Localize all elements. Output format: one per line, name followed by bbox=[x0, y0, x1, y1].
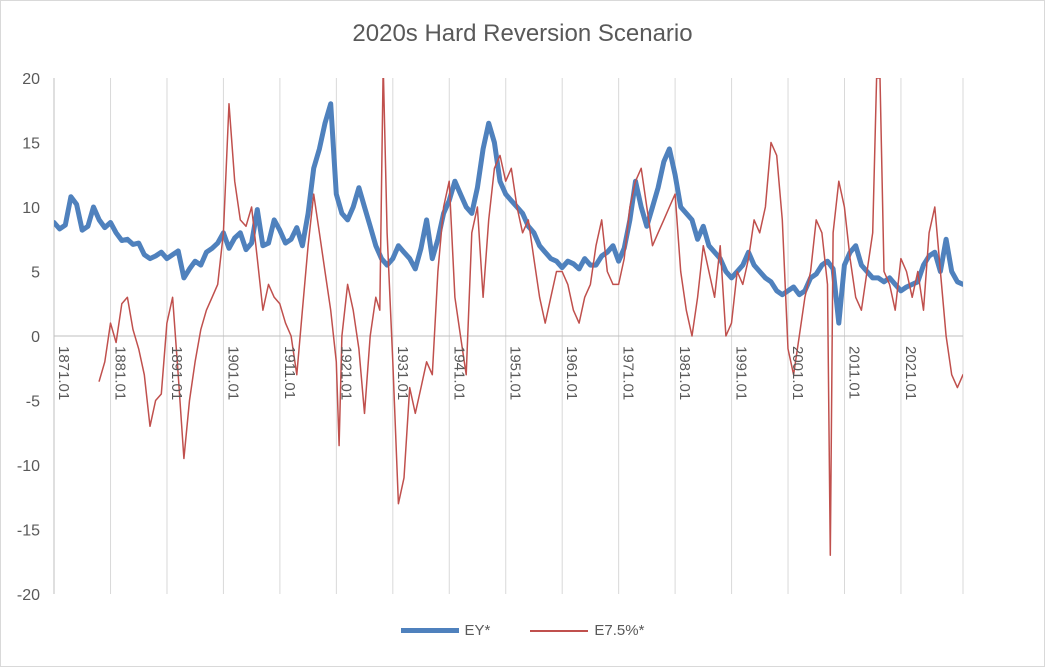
legend-swatch-ey bbox=[400, 628, 459, 633]
x-tick-label: 1931.01 bbox=[394, 346, 411, 400]
x-tick-label: 1911.01 bbox=[281, 346, 298, 399]
legend-label-ey: EY* bbox=[464, 622, 491, 639]
x-tick-label: 1941.01 bbox=[450, 346, 467, 400]
x-tick-label: 1981.01 bbox=[676, 346, 693, 400]
y-tick-label: -20 bbox=[17, 587, 40, 604]
y-tick-label: -15 bbox=[17, 523, 40, 540]
y-tick-label: -10 bbox=[17, 458, 40, 475]
legend-item-ey: EY* bbox=[400, 622, 491, 639]
axes bbox=[53, 78, 963, 594]
series-line-e75 bbox=[98, 78, 963, 557]
y-tick-label: 20 bbox=[22, 71, 40, 88]
x-tick-label: 2011.01 bbox=[845, 346, 862, 399]
x-tick-label: 1961.01 bbox=[563, 346, 580, 400]
y-tick-label: 10 bbox=[22, 200, 40, 217]
x-tick-label: 1951.01 bbox=[507, 346, 524, 400]
legend-item-e75: E7.5%* bbox=[530, 622, 644, 639]
x-tick-label: 1921.01 bbox=[337, 346, 354, 400]
chart-title: 2020s Hard Reversion Scenario bbox=[352, 20, 693, 47]
x-tick-label: 1901.01 bbox=[224, 346, 241, 400]
legend-swatch-e75 bbox=[530, 629, 589, 632]
legend: EY* E7.5%* bbox=[0, 622, 1045, 639]
legend-label-e75: E7.5%* bbox=[594, 622, 645, 639]
x-tick-label: 1891.01 bbox=[168, 346, 185, 400]
y-tick-label: 5 bbox=[31, 265, 40, 282]
tick-labels: -20 -15 -10 -5 0 5 10 15 20 1871.01 1881.01 1891.01… bbox=[17, 71, 919, 604]
series-line-ey bbox=[54, 101, 963, 326]
x-tick-label: 2001.01 bbox=[789, 346, 806, 400]
x-tick-label: 1871.01 bbox=[55, 346, 72, 400]
x-tick-label: 2021.01 bbox=[902, 346, 919, 400]
x-tick-label: 1991.01 bbox=[733, 346, 750, 400]
x-tick-label: 1971.01 bbox=[620, 346, 637, 400]
series-lines bbox=[54, 78, 963, 557]
y-tick-label: -5 bbox=[26, 394, 40, 411]
y-tick-label: 15 bbox=[22, 136, 40, 153]
y-tick-label: 0 bbox=[31, 329, 40, 346]
x-tick-label: 1881.01 bbox=[112, 346, 129, 400]
